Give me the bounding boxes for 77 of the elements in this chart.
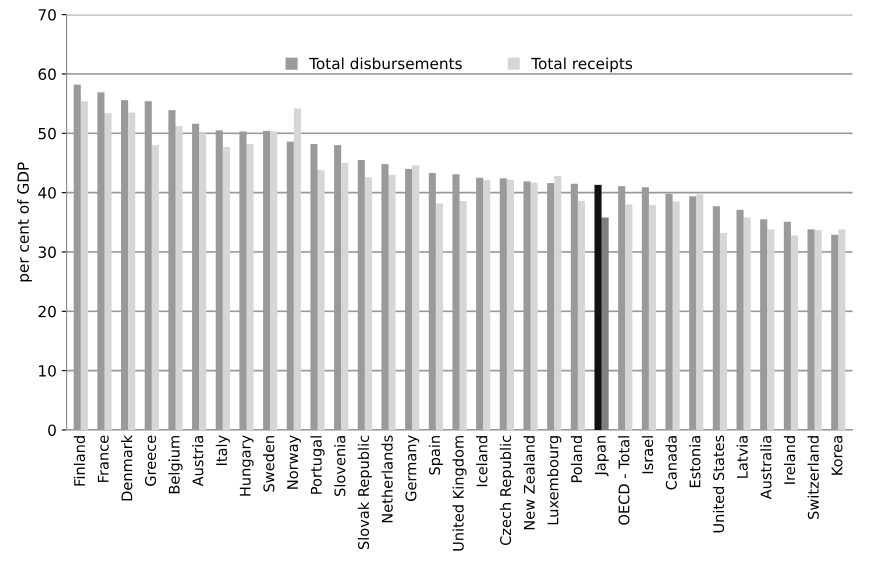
x-tick-label: Belgium <box>168 436 183 494</box>
x-tick-label: Japan <box>594 436 609 476</box>
y-tick-label: 20 <box>38 306 56 318</box>
x-tick-label: Portugal <box>310 436 325 494</box>
bar <box>222 146 230 430</box>
bar <box>744 218 751 430</box>
bar <box>838 229 846 430</box>
x-tick-label: Switzerland <box>808 436 819 519</box>
x-tick-label: Latvia <box>736 436 748 478</box>
bar <box>199 133 206 430</box>
x-tick-label: Czech Republic <box>500 436 514 546</box>
bar <box>767 229 774 430</box>
bar <box>270 132 278 430</box>
legend-label: Total receipts <box>531 57 632 72</box>
bar <box>246 144 254 430</box>
x-tick-label: Greece <box>145 436 156 486</box>
x-tick-label: Denmark <box>121 434 132 500</box>
x-tick-label: Finland <box>74 436 86 486</box>
bar <box>483 180 490 430</box>
bar <box>648 205 656 430</box>
legend-label: Total disbursements <box>309 57 462 70</box>
x-tick-label: Ireland <box>784 436 796 484</box>
x-tick-label: Poland <box>570 436 582 482</box>
bar <box>318 170 325 430</box>
y-tick-label: 60 <box>38 68 56 80</box>
x-tick-label: Germany <box>405 435 420 502</box>
x-tick-label: Hungary <box>240 435 254 496</box>
bar <box>104 113 112 430</box>
bar <box>412 165 420 430</box>
bar <box>436 203 443 430</box>
x-tick-label: Estonia <box>689 436 700 488</box>
bar <box>294 108 301 430</box>
bar <box>152 145 159 430</box>
bar <box>814 230 822 430</box>
x-tick-label: Netherlands <box>381 436 393 522</box>
x-tick-label: Spain <box>428 436 443 475</box>
x-tick-label: Canada <box>666 436 677 490</box>
x-tick-label: Luxembourg <box>547 436 562 524</box>
x-tick-label: United Kingdom <box>452 436 467 551</box>
x-tick-label: Slovak Republic <box>358 436 372 550</box>
x-tick-label: Slovenia <box>334 436 346 496</box>
x-tick-label: OECD - Total <box>618 436 630 525</box>
bar <box>128 112 136 430</box>
x-tick-label: Australia <box>760 436 772 500</box>
bar <box>720 232 728 430</box>
bar <box>790 235 798 430</box>
y-axis-title: per cent of GDP <box>17 162 32 282</box>
bar <box>80 101 88 430</box>
y-tick-label: 50 <box>38 128 56 140</box>
x-tick-label: Iceland <box>476 436 488 486</box>
x-tick-label: Austria <box>192 436 204 486</box>
x-tick-label: Italy <box>216 435 230 466</box>
y-tick-label: 0 <box>48 424 56 436</box>
y-tick-label: 70 <box>38 9 56 21</box>
bar <box>554 176 562 430</box>
bar <box>175 126 183 430</box>
bar <box>388 174 396 430</box>
bar <box>625 204 632 430</box>
x-tick-label: Norway <box>287 435 301 489</box>
x-tick-label: New Zealand <box>523 436 535 530</box>
bar <box>506 180 514 430</box>
bar <box>341 162 348 430</box>
y-tick-label: 10 <box>39 365 56 377</box>
x-tick-label: France <box>98 436 109 482</box>
x-tick-label: United States <box>712 436 724 532</box>
bar <box>672 202 680 430</box>
bar <box>460 200 467 430</box>
bar <box>594 184 602 430</box>
x-tick-label: Sweden <box>263 436 274 492</box>
x-tick-label: Israel <box>642 436 654 474</box>
bar <box>578 200 585 430</box>
bar <box>530 182 538 430</box>
bar <box>364 177 372 430</box>
x-tick-label: Korea <box>832 436 843 475</box>
y-tick-label: 40 <box>38 187 56 199</box>
bar <box>696 194 704 430</box>
y-tick-label: 30 <box>38 246 56 258</box>
